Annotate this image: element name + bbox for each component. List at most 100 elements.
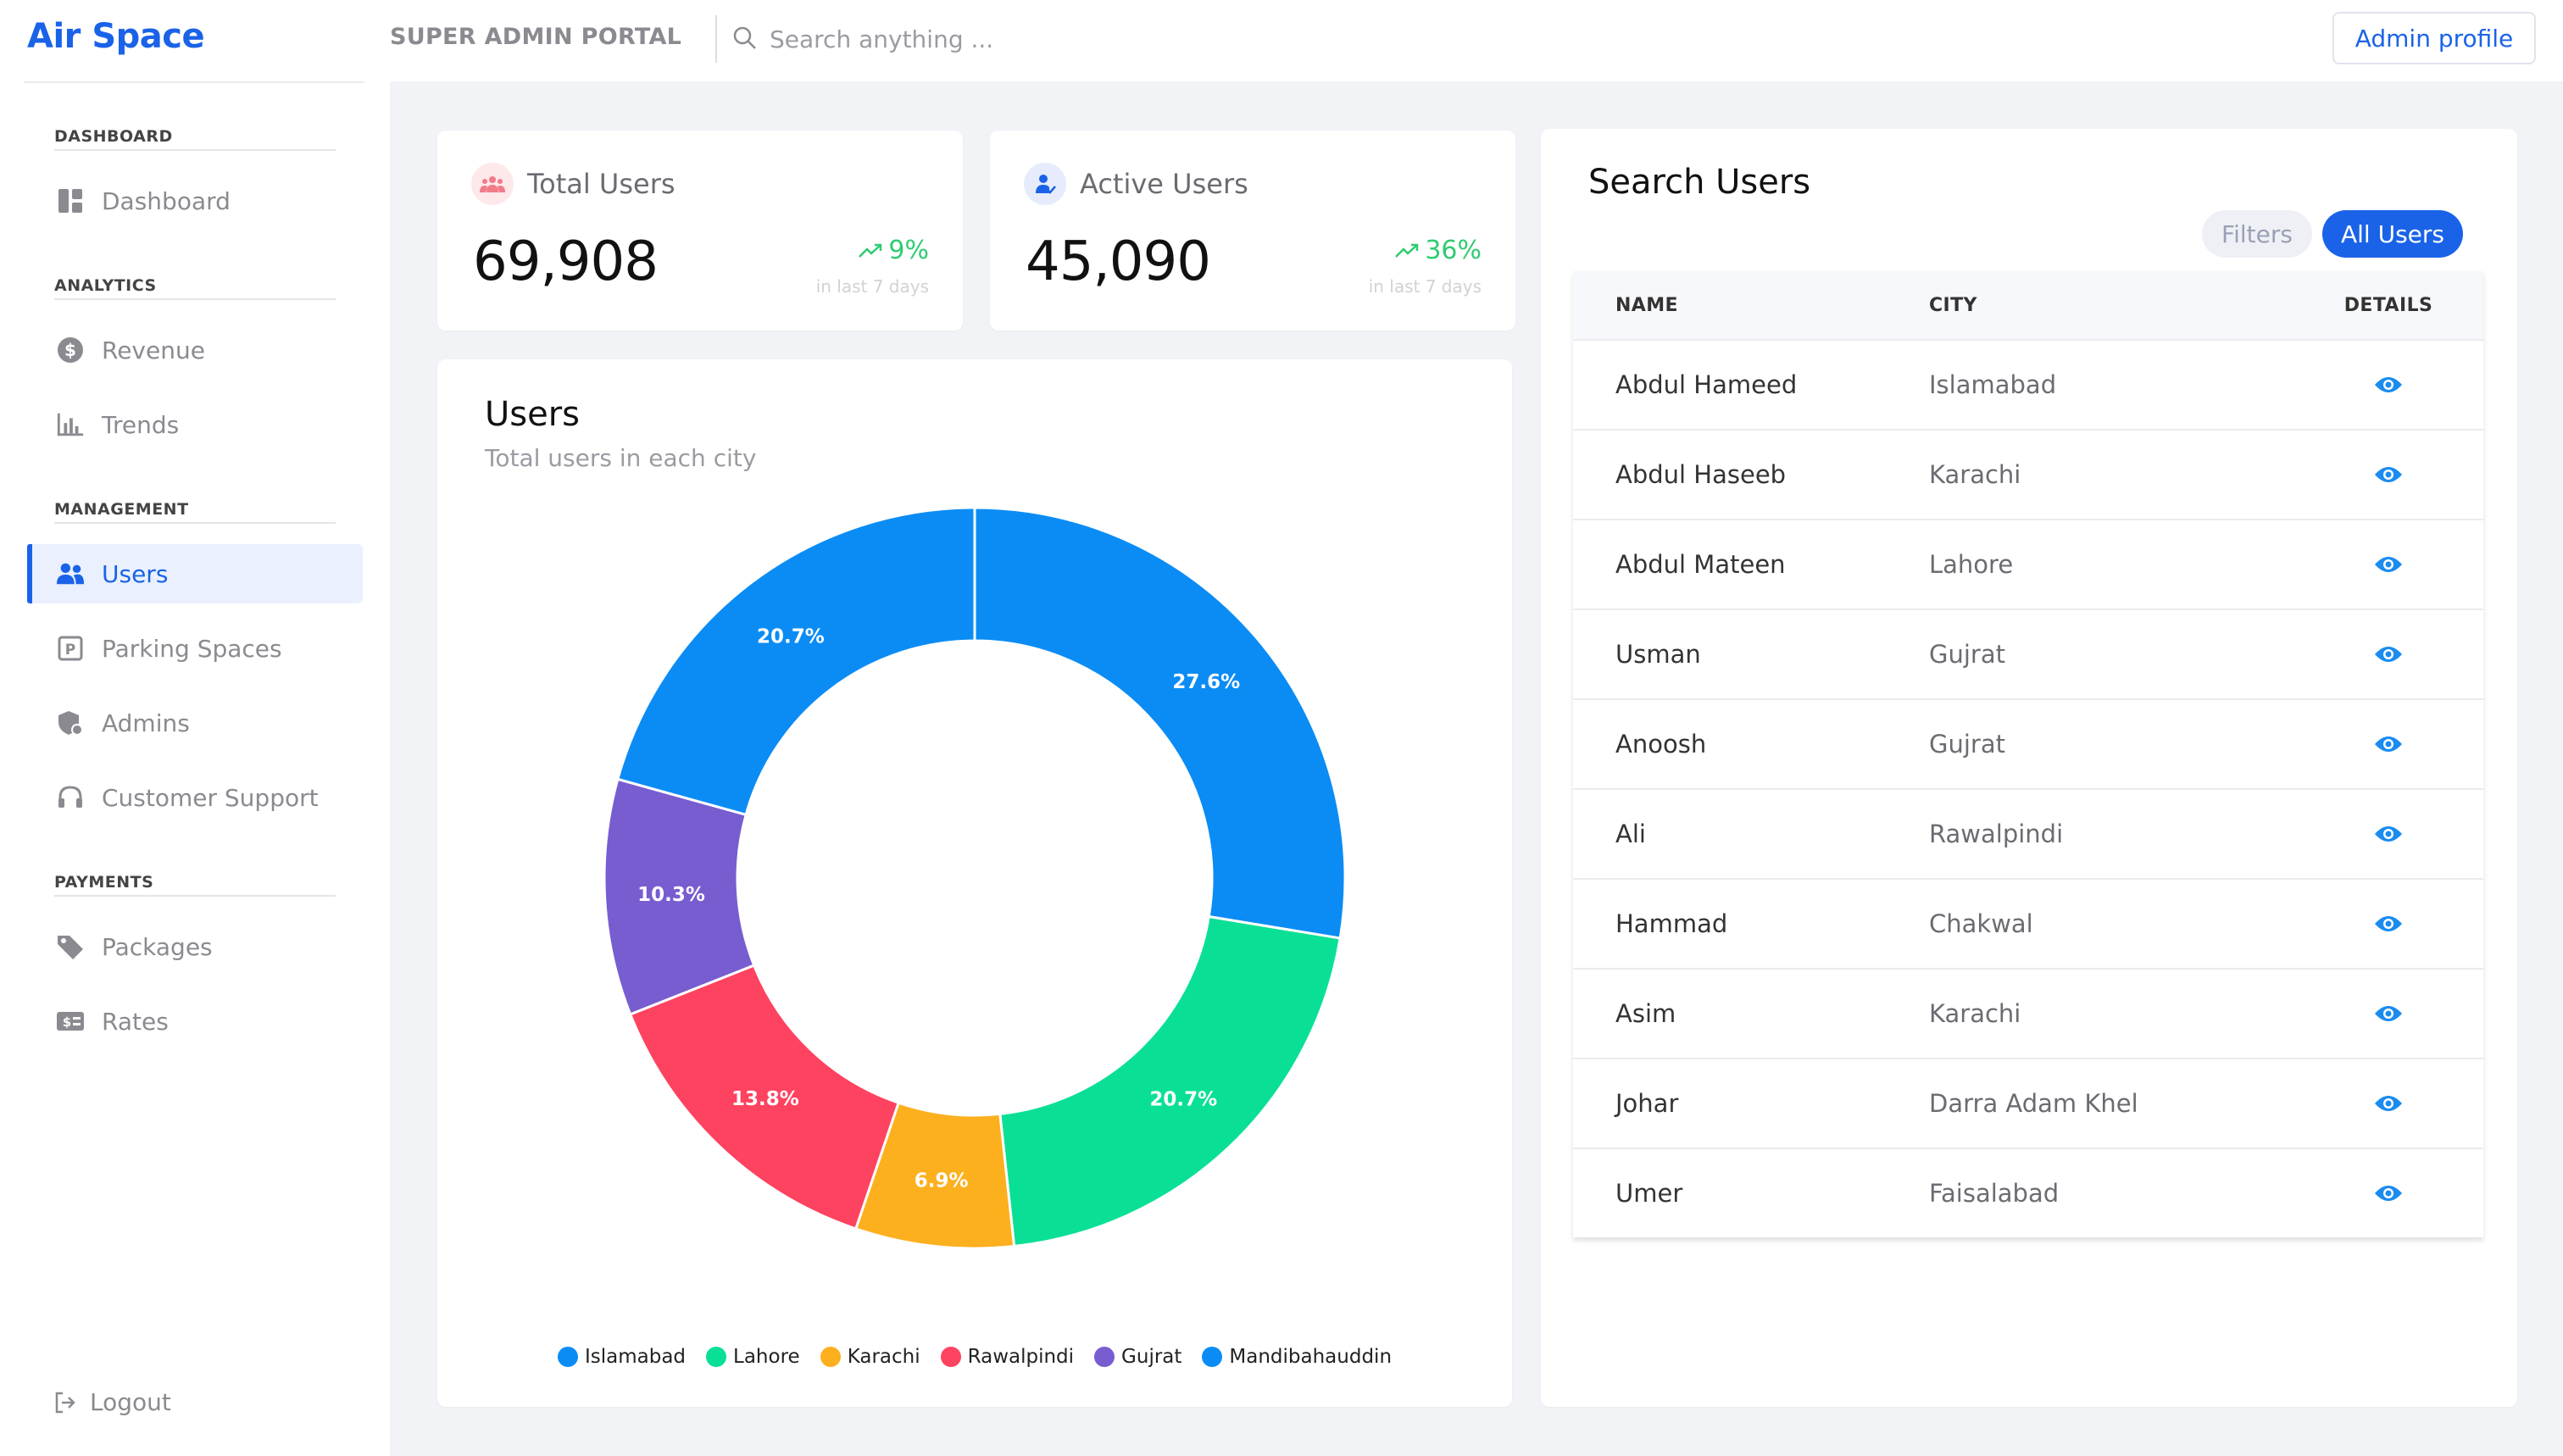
- view-details-icon[interactable]: [2374, 1093, 2403, 1114]
- bar-chart-icon: [56, 410, 85, 439]
- cell-name: Abdul Haseeb: [1615, 460, 1787, 489]
- trending-up-icon: [1394, 242, 1420, 259]
- admin-profile-button[interactable]: Admin profile: [2332, 12, 2536, 64]
- divider: [54, 522, 336, 524]
- table-row[interactable]: Asim Karachi: [1573, 968, 2483, 1058]
- sidebar-item-parking-spaces[interactable]: P Parking Spaces: [27, 619, 363, 678]
- legend-item[interactable]: Islamabad: [557, 1346, 687, 1368]
- filters-button[interactable]: Filters: [2202, 210, 2312, 258]
- divider: [54, 895, 336, 897]
- legend-item[interactable]: Mandibahauddin: [1202, 1346, 1392, 1368]
- sidebar-item-packages[interactable]: Packages: [27, 917, 363, 976]
- search-input[interactable]: [770, 17, 1363, 61]
- cell-name: Hammad: [1615, 909, 1728, 938]
- table-row[interactable]: Abdul Haseeb Karachi: [1573, 429, 2483, 519]
- legend-label: Lahore: [733, 1346, 800, 1368]
- table-row[interactable]: Abdul Hameed Islamabad: [1573, 339, 2483, 429]
- view-details-icon[interactable]: [2374, 375, 2403, 395]
- table-row[interactable]: Umer Faisalabad: [1573, 1148, 2483, 1237]
- section-title-analytics: ANALYTICS: [54, 276, 157, 295]
- legend-marker: [557, 1347, 578, 1367]
- cell-details: [2293, 644, 2483, 664]
- table-row[interactable]: Ali Rawalpindi: [1573, 788, 2483, 878]
- legend-item[interactable]: Karachi: [820, 1346, 920, 1368]
- logout-button[interactable]: Logout: [54, 1388, 171, 1416]
- view-details-icon[interactable]: [2374, 1003, 2403, 1024]
- sidebar-item-label: Dashboard: [102, 186, 231, 215]
- legend-marker: [820, 1347, 841, 1367]
- slice-data-label: 13.8%: [731, 1088, 799, 1110]
- users-table: NAME CITY DETAILS Abdul Hameed Islamabad A…: [1573, 271, 2483, 1237]
- table-row[interactable]: Abdul Mateen Lahore: [1573, 519, 2483, 609]
- sidebar-item-revenue[interactable]: $ Revenue: [27, 320, 363, 380]
- cell-city: Islamabad: [1929, 370, 2057, 399]
- sidebar-item-trends[interactable]: Trends: [27, 395, 363, 454]
- legend-item[interactable]: Lahore: [706, 1346, 800, 1368]
- legend-marker: [706, 1347, 727, 1367]
- trending-up-icon: [858, 242, 883, 259]
- cell-details: [2293, 375, 2483, 395]
- legend-marker: [940, 1347, 961, 1367]
- view-details-icon[interactable]: [2374, 734, 2403, 754]
- users-group-icon: [471, 163, 514, 205]
- section-title-payments: PAYMENTS: [54, 873, 154, 892]
- view-details-icon[interactable]: [2374, 554, 2403, 575]
- sidebar-item-admins[interactable]: Admins: [27, 693, 363, 753]
- stat-period: in last 7 days: [815, 276, 929, 297]
- donut-slice-lahore[interactable]: [998, 914, 1342, 1248]
- cell-details: [2293, 824, 2483, 844]
- stat-period: in last 7 days: [1368, 276, 1482, 297]
- table-row[interactable]: Johar Darra Adam Khel: [1573, 1058, 2483, 1148]
- column-header-city[interactable]: CITY: [1929, 294, 1977, 316]
- table-body: Abdul Hameed Islamabad Abdul Haseeb Karachi…: [1573, 339, 2483, 1237]
- sidebar-item-users[interactable]: Users: [27, 544, 363, 603]
- table-header: NAME CITY DETAILS: [1573, 271, 2483, 339]
- cell-city: Faisalabad: [1929, 1179, 2060, 1208]
- cell-city: Rawalpindi: [1929, 820, 2064, 848]
- table-row[interactable]: Usman Gujrat: [1573, 609, 2483, 698]
- sidebar-item-label: Admins: [102, 709, 190, 737]
- cell-city: Gujrat: [1929, 640, 2005, 669]
- legend-label: Islamabad: [584, 1346, 687, 1368]
- chart-title: Users: [485, 395, 581, 434]
- section-title-dashboard: DASHBOARD: [54, 127, 173, 146]
- view-details-icon[interactable]: [2374, 914, 2403, 934]
- parking-icon: P: [56, 634, 85, 663]
- all-users-button[interactable]: All Users: [2322, 210, 2463, 258]
- portal-title: SUPER ADMIN PORTAL: [390, 24, 682, 50]
- column-header-name[interactable]: NAME: [1615, 294, 1678, 316]
- sidebar-item-customer-support[interactable]: Customer Support: [27, 768, 363, 827]
- donut-slice-islamabad[interactable]: [973, 506, 1347, 940]
- sidebar-item-dashboard[interactable]: Dashboard: [27, 171, 363, 231]
- legend-item[interactable]: Rawalpindi: [940, 1346, 1074, 1368]
- cell-city: Karachi: [1929, 460, 2021, 489]
- cell-details: [2293, 914, 2483, 934]
- chart-legend: Islamabad Lahore Karachi Rawalpindi Gujrat Ma…: [437, 1346, 1512, 1368]
- view-details-icon[interactable]: [2374, 644, 2403, 664]
- cell-details: [2293, 554, 2483, 575]
- view-details-icon[interactable]: [2374, 1183, 2403, 1203]
- cell-name: Asim: [1615, 999, 1676, 1028]
- sidebar-item-rates[interactable]: $ Rates: [27, 992, 363, 1051]
- slice-data-label: 20.7%: [1149, 1089, 1217, 1111]
- donut-slice-mandibahauddin[interactable]: [616, 506, 976, 817]
- table-row[interactable]: Anoosh Gujrat: [1573, 698, 2483, 788]
- svg-text:P: P: [65, 642, 75, 659]
- divider: [54, 298, 336, 300]
- stat-change: 36%: [1394, 236, 1482, 265]
- table-row[interactable]: Hammad Chakwal: [1573, 878, 2483, 968]
- cell-city: Gujrat: [1929, 730, 2005, 759]
- app-logo[interactable]: Air Space: [27, 17, 205, 56]
- stat-title: Active Users: [1080, 168, 1248, 200]
- legend-label: Karachi: [847, 1346, 920, 1368]
- active-user-icon: [1024, 163, 1066, 205]
- cell-details: [2293, 734, 2483, 754]
- view-details-icon[interactable]: [2374, 824, 2403, 844]
- view-details-icon[interactable]: [2374, 464, 2403, 485]
- legend-marker: [1094, 1347, 1115, 1367]
- stat-change: 9%: [858, 236, 929, 265]
- donut-chart: 27.6% 20.7% 6.9% 13.8% 10.3% 20.7%: [603, 506, 1347, 1250]
- legend-item[interactable]: Gujrat: [1094, 1346, 1181, 1368]
- panel-title: Search Users: [1588, 163, 1811, 202]
- sidebar-item-label: Rates: [102, 1007, 169, 1036]
